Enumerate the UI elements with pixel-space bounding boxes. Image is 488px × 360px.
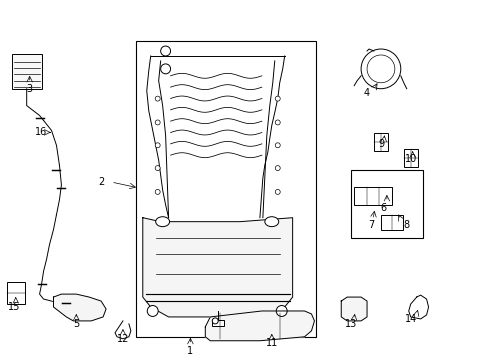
Circle shape xyxy=(275,143,280,148)
Text: 8: 8 xyxy=(403,220,409,230)
Ellipse shape xyxy=(155,217,169,227)
Text: 7: 7 xyxy=(367,220,373,230)
Circle shape xyxy=(161,64,170,74)
Polygon shape xyxy=(205,311,314,341)
Text: 3: 3 xyxy=(26,84,33,94)
Bar xyxy=(353,187,391,205)
Text: 6: 6 xyxy=(380,203,386,213)
Bar xyxy=(212,320,224,326)
Bar xyxy=(12,54,41,89)
Text: 4: 4 xyxy=(363,88,369,98)
Circle shape xyxy=(161,46,170,56)
Ellipse shape xyxy=(264,217,278,227)
Bar xyxy=(373,133,387,151)
Text: 9: 9 xyxy=(377,139,383,149)
Circle shape xyxy=(155,166,160,171)
Text: 2: 2 xyxy=(98,177,104,187)
Bar xyxy=(136,41,316,337)
Circle shape xyxy=(275,166,280,171)
Circle shape xyxy=(155,189,160,194)
Circle shape xyxy=(155,96,160,101)
Text: 13: 13 xyxy=(345,319,357,329)
Circle shape xyxy=(366,55,394,83)
Text: 15: 15 xyxy=(8,302,20,312)
Bar xyxy=(7,282,25,304)
Text: 12: 12 xyxy=(117,334,129,344)
Circle shape xyxy=(276,306,286,316)
Text: 16: 16 xyxy=(36,127,48,138)
Bar xyxy=(403,149,417,167)
Text: 5: 5 xyxy=(73,319,79,329)
Polygon shape xyxy=(341,297,366,321)
Text: 14: 14 xyxy=(404,314,416,324)
Polygon shape xyxy=(142,218,292,317)
Bar xyxy=(350,170,422,238)
Circle shape xyxy=(275,96,280,101)
Bar xyxy=(380,215,402,230)
Circle shape xyxy=(275,120,280,125)
Circle shape xyxy=(360,49,400,89)
Circle shape xyxy=(212,318,218,324)
Text: 11: 11 xyxy=(265,338,277,348)
Circle shape xyxy=(155,120,160,125)
Circle shape xyxy=(155,143,160,148)
Text: 10: 10 xyxy=(404,154,416,164)
Circle shape xyxy=(147,306,158,316)
Circle shape xyxy=(275,189,280,194)
Polygon shape xyxy=(53,294,106,321)
Text: 1: 1 xyxy=(187,346,193,356)
